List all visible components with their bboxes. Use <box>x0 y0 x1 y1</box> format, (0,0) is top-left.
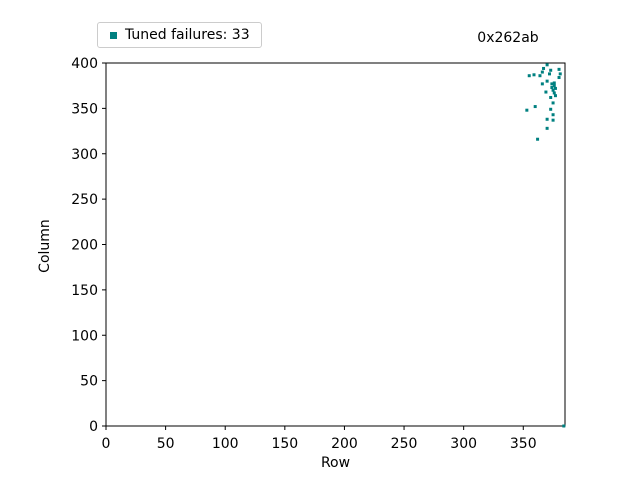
scatter-point <box>551 113 555 117</box>
x-tick-label: 250 <box>391 436 418 452</box>
legend-square-marker-icon <box>110 31 117 39</box>
scatter-point <box>551 118 555 122</box>
y-axis-label: Column <box>37 219 53 273</box>
scatter-point <box>557 76 561 80</box>
scatter-point <box>525 108 529 112</box>
legend: Tuned failures: 33 <box>97 22 262 48</box>
scatter-point <box>550 86 554 90</box>
scatter-point <box>532 73 536 77</box>
scatter-point <box>536 137 540 141</box>
scatter-point <box>557 67 561 71</box>
x-axis-label: Row <box>320 455 351 471</box>
scatter-point <box>540 70 544 74</box>
scatter-point <box>553 86 557 90</box>
x-tick-label: 350 <box>510 436 537 452</box>
scatter-point <box>552 91 556 95</box>
y-tick-label: 200 <box>71 238 98 254</box>
y-tick-label: 50 <box>80 374 98 390</box>
scatter-point <box>562 424 566 428</box>
scatter-point <box>548 72 552 76</box>
scatter-point <box>545 63 549 67</box>
plot-border <box>105 62 566 427</box>
scatter-point <box>544 90 548 94</box>
y-tick-label: 300 <box>71 147 98 163</box>
scatter-point <box>558 72 562 76</box>
scatter-point <box>542 66 546 70</box>
x-tick-label: 100 <box>212 436 239 452</box>
scatter-point <box>549 68 553 72</box>
scatter-point <box>540 82 544 86</box>
scatter-point <box>549 107 553 111</box>
plot-title: 0x262ab <box>477 30 539 46</box>
x-tick-label: 300 <box>450 436 477 452</box>
x-tick-label: 150 <box>271 436 298 452</box>
y-tick-label: 350 <box>71 101 98 117</box>
scatter-point <box>551 101 555 105</box>
scatter-point <box>538 74 542 78</box>
scatter-point <box>550 82 554 86</box>
scatter-point <box>553 94 557 98</box>
scatter-point <box>545 117 549 121</box>
scatter-point <box>527 74 531 78</box>
y-tick-label: 100 <box>71 328 98 344</box>
x-tick-label: 50 <box>157 436 175 452</box>
y-tick-label: 250 <box>71 192 98 208</box>
legend-label: Tuned failures: 33 <box>125 27 250 43</box>
scatter-point <box>533 105 537 109</box>
scatter-point <box>545 79 549 83</box>
x-tick-label: 0 <box>102 436 111 452</box>
scatter-point <box>545 126 549 130</box>
scatter-point <box>549 95 553 99</box>
scatter-point <box>551 88 555 92</box>
x-tick-label: 200 <box>331 436 358 452</box>
scatter-point <box>552 81 556 85</box>
y-tick-label: 400 <box>71 56 98 72</box>
y-tick-label: 0 <box>89 419 98 435</box>
y-tick-label: 150 <box>71 283 98 299</box>
scatter-point <box>552 84 556 88</box>
